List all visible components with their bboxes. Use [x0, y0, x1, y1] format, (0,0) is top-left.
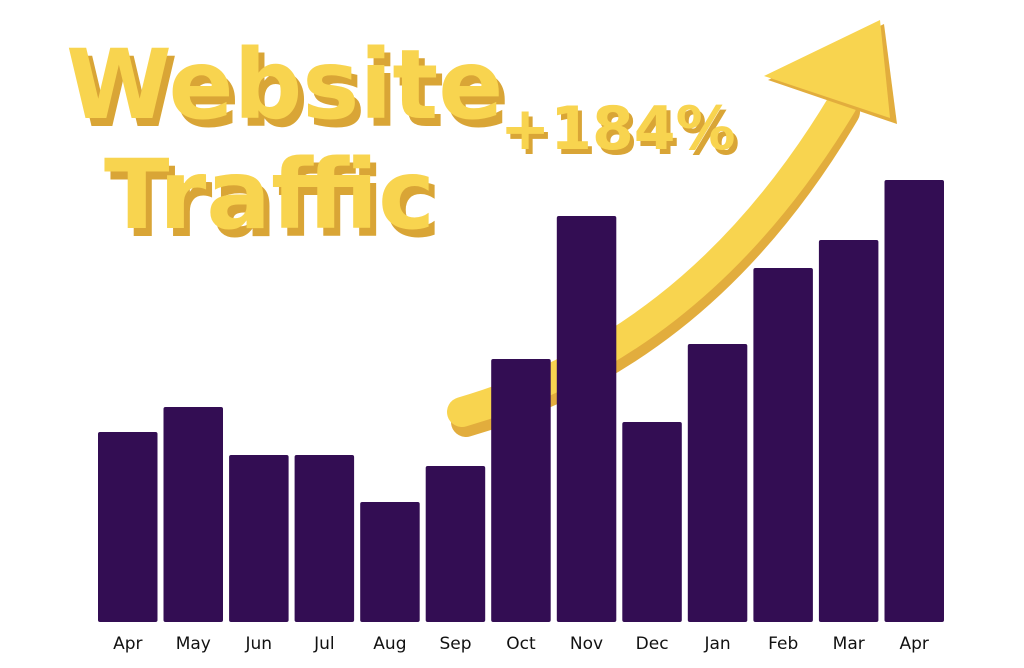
bar-6-sep [425, 466, 486, 622]
x-tick-label-4: Jul [313, 634, 335, 654]
x-tick-label-3: Jun [245, 634, 273, 654]
x-tick-label-6: Sep [439, 634, 471, 654]
bar-8-nov [556, 216, 617, 622]
x-tick-label-7: Oct [506, 634, 536, 654]
x-tick-labels: Apr May Jun Jul Aug Sep Oct Nov Dec Jan Feb Mar Apr [113, 634, 929, 654]
x-tick-label-1: Apr [113, 634, 142, 654]
title-line1: Website [66, 29, 503, 141]
bars-group [98, 180, 944, 622]
growth-label: +184% [500, 94, 736, 164]
bar-4-jul [294, 455, 355, 622]
x-tick-label-8: Nov [570, 634, 603, 654]
title-line2-shadow: Traffic [110, 147, 441, 259]
x-tick-label-12: Mar [833, 634, 865, 654]
x-tick-label-10: Jan [703, 634, 730, 654]
x-tick-label-5: Aug [373, 634, 406, 654]
bar-9-dec [622, 422, 682, 622]
bar-3-jun [229, 455, 289, 622]
x-tick-label-9: Dec [636, 634, 669, 654]
chart-title: Website Website Traffic Traffic [66, 29, 509, 259]
trend-arrow-head [764, 20, 890, 118]
bar-7-oct [491, 359, 551, 622]
bar-5-aug [360, 502, 420, 622]
bar-12-mar [818, 240, 879, 622]
bar-1-apr [98, 432, 158, 622]
title-line2: Traffic [104, 139, 435, 251]
bar-10-jan [687, 344, 748, 622]
x-tick-label-11: Feb [768, 634, 798, 654]
x-tick-label-13: Apr [899, 634, 928, 654]
title-line1-shadow: Website [72, 37, 509, 149]
growth-label-shadow: +184% [504, 99, 740, 169]
x-tick-label-2: May [176, 634, 211, 654]
growth-annotation: +184% +184% [500, 94, 740, 169]
bar-13-apr [884, 180, 944, 622]
bar-2-may [163, 407, 223, 622]
bar-11-feb [753, 268, 813, 622]
